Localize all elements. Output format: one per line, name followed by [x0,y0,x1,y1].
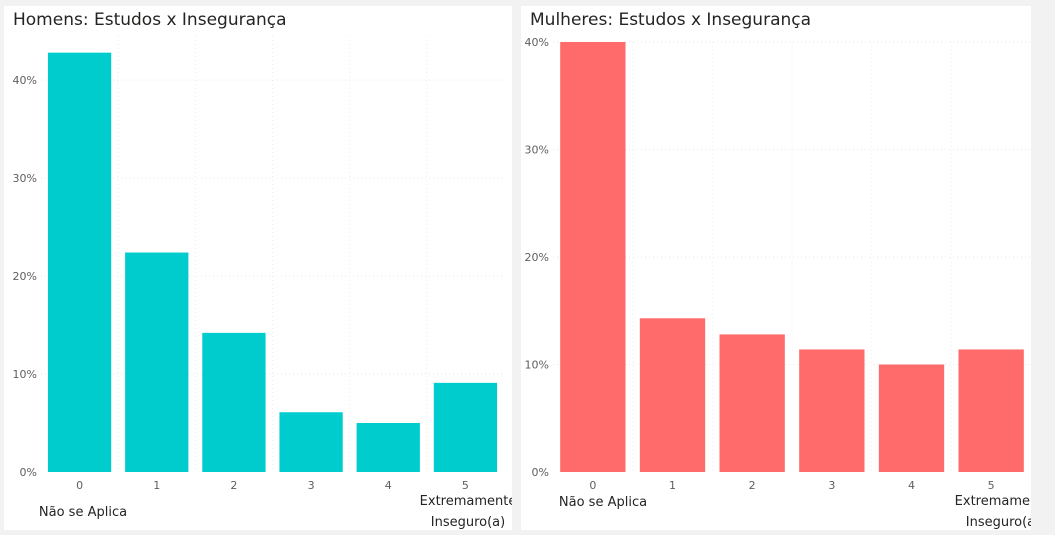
high-end-label: Extremamente [420,494,512,509]
x-tick-label: 2 [749,479,756,492]
bar-2[interactable] [202,332,266,472]
y-tick-label: 40% [13,74,37,87]
low-end-label: Não se Aplica [559,495,647,510]
x-tick-label: 4 [908,479,915,492]
bar-5[interactable] [433,382,498,472]
x-tick-label: 3 [828,479,835,492]
bar-1[interactable] [125,252,189,472]
high-end-label: Extremamente [955,494,1031,509]
x-tick-label: 3 [308,479,315,492]
high-end-label: Inseguro(a) [966,515,1031,530]
bar-4[interactable] [356,423,420,472]
chart-panel-homens[interactable]: Homens: Estudos x Insegurança 0% 10% 20% 30… [4,6,512,530]
y-tick-label: 10% [525,359,549,372]
bar-chart-homens[interactable]: 0% 10% 20% 30% 40% 0 1 2 3 4 5 Não se Aplica Extrema… [4,6,512,530]
bar-chart-mulheres[interactable]: 0% 10% 20% 30% 40% 0 1 2 3 4 5 Não se Aplica Extrema… [521,6,1031,530]
bar-2[interactable] [719,334,785,472]
high-end-label: Inseguro(a) [431,515,505,530]
x-tick-label: 2 [230,479,237,492]
bar-3[interactable] [279,412,343,472]
y-tick-label: 20% [13,270,37,283]
y-tick-label: 0% [20,466,37,479]
low-end-label: Não se Aplica [39,505,127,520]
bar-0[interactable] [47,52,112,472]
x-tick-label: 0 [589,479,596,492]
bar-0[interactable] [560,42,626,472]
x-tick-label: 5 [988,479,995,492]
chart-title: Mulheres: Estudos x Insegurança [530,10,812,30]
x-tick-label: 4 [385,479,392,492]
chart-panel-mulheres[interactable]: Mulheres: Estudos x Insegurança 0% 10% 20%… [521,6,1031,530]
x-tick-label: 1 [669,479,676,492]
bar-1[interactable] [639,318,706,472]
x-tick-label: 0 [76,479,83,492]
y-tick-label: 0% [532,466,549,479]
chart-title: Homens: Estudos x Insegurança [13,10,287,30]
x-tick-label: 1 [153,479,160,492]
bar-3[interactable] [799,349,865,472]
bar-4[interactable] [878,364,945,473]
y-tick-label: 20% [525,251,549,264]
y-tick-label: 40% [525,36,549,49]
y-tick-label: 10% [13,368,37,381]
y-tick-label: 30% [13,172,37,185]
x-tick-label: 5 [462,479,469,492]
y-tick-label: 30% [525,144,549,157]
bar-5[interactable] [958,349,1024,472]
